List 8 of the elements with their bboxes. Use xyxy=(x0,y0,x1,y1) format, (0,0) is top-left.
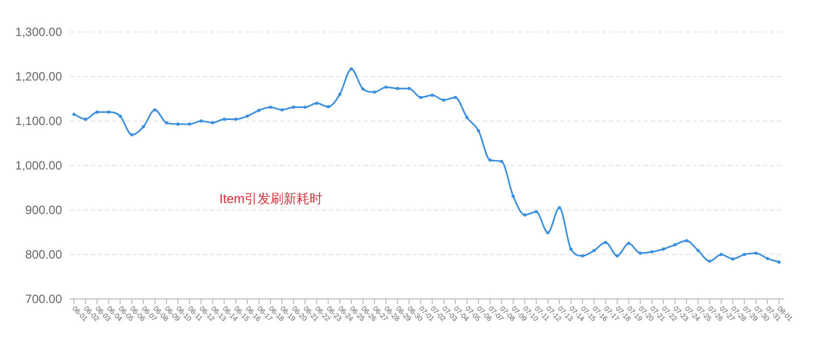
y-tick-label: 1,000.00 xyxy=(15,158,62,172)
y-tick-label: 1,300.00 xyxy=(15,25,62,39)
text: Item引发刷新耗时 xyxy=(219,191,323,206)
y-tick-label: 800.00 xyxy=(25,248,62,262)
y-tick-label: 700.00 xyxy=(25,292,62,306)
y-tick-label: 1,200.00 xyxy=(15,70,62,84)
y-tick-label: 1,100.00 xyxy=(15,114,62,128)
y-tick-label: 900.00 xyxy=(25,203,62,217)
